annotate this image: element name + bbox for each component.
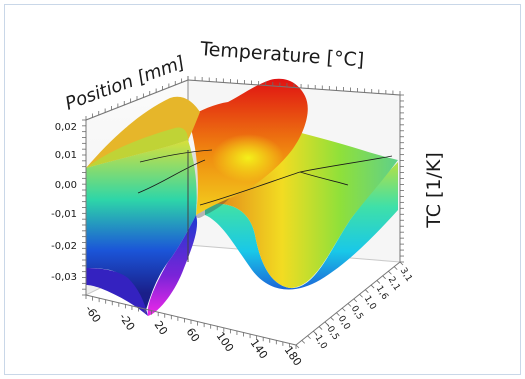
position-minor-tick [353, 298, 358, 303]
position-minor-tick [324, 321, 329, 326]
tc-tick-label: -0,03 [51, 272, 77, 283]
position-minor-tick [365, 289, 369, 293]
position-tick-label: 3,1 [398, 266, 414, 283]
temperature-tick-label: -60 [82, 303, 103, 325]
position-minor-tick [388, 270, 392, 275]
tc-tick-label: 0,01 [55, 150, 77, 161]
position-tick-label: 0,5 [349, 304, 365, 321]
position-tick-label: -1,0 [311, 331, 329, 351]
position-tick-labels: -1,0 -0,5 0,0 0,5 1,0 1,6 2,1 3,1 [311, 266, 414, 351]
tc-tick-label: 0,02 [55, 122, 77, 133]
position-minor-tick [295, 344, 300, 349]
tc-axis-title: TC [1/K] [423, 152, 445, 229]
position-minor-tick [399, 261, 404, 266]
temperature-tick-label: 100 [214, 330, 237, 355]
position-minor-tick [393, 266, 398, 270]
position-minor-tick [301, 340, 306, 344]
position-minor-tick [318, 326, 323, 330]
position-minor-tick [382, 275, 386, 280]
temperature-tick-label: 20 [152, 319, 171, 338]
tc-tick-labels: 0,02 0,01 0,00 -0,01 -0,02 -0,03 [51, 122, 77, 283]
surface-left-face [86, 140, 197, 310]
surface-valley [205, 162, 398, 290]
position-tick-label: 0,0 [336, 314, 352, 332]
temperature-axis-title: Temperature [°C] [199, 38, 365, 71]
surface-upper-left [86, 96, 200, 168]
contour-line-3 [199, 171, 301, 206]
position-minor-tick [341, 307, 346, 312]
position-tick-label: 2,1 [386, 275, 402, 292]
surface [86, 78, 398, 316]
surface-dip [147, 215, 198, 316]
surface-front-left [86, 268, 148, 316]
contour-line-2 [137, 159, 206, 194]
surface-hotspot [212, 134, 284, 182]
surface-ridge-front [196, 198, 230, 219]
position-tick-label: 1,6 [374, 284, 390, 302]
position-minor-tick [370, 284, 375, 289]
contour-line-5 [299, 171, 349, 186]
position-tick-label: 1,0 [362, 294, 378, 312]
minor-ticks [82, 76, 404, 349]
tc-tick-label: -0,02 [51, 241, 77, 252]
contour-line-4 [299, 155, 393, 173]
position-minor-tick [313, 330, 317, 335]
contour-line-1 [139, 149, 213, 163]
temperature-tick-label: 140 [248, 337, 271, 362]
surface-upper-left-shade [86, 127, 188, 168]
position-minor-tick [330, 317, 334, 321]
position-minor-tick [307, 335, 311, 340]
temperature-tick-label: 180 [282, 344, 305, 369]
temperature-tick-labels: -60 -20 20 60 100 140 180 [82, 303, 304, 368]
position-minor-tick [347, 303, 352, 307]
position-minor-tick [336, 312, 340, 317]
tc-tick-label: 0,00 [55, 180, 77, 191]
temperature-tick-label: -20 [116, 311, 137, 333]
surface-contours [137, 149, 393, 206]
temperature-tick-label: 60 [184, 326, 203, 345]
position-minor-tick [359, 293, 363, 298]
tc-tick-label: -0,01 [51, 209, 77, 220]
position-minor-tick [376, 280, 381, 284]
